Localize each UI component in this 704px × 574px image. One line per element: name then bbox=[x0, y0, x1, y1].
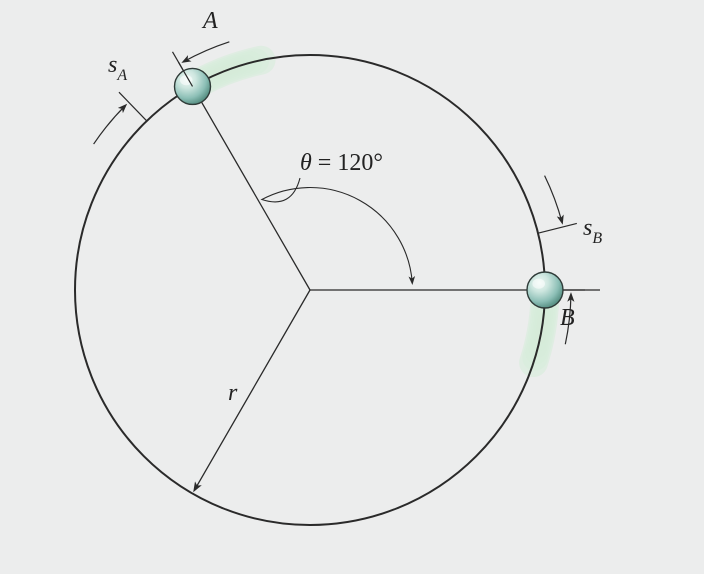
ball-b bbox=[527, 272, 563, 308]
motion-glows bbox=[200, 60, 545, 362]
label-sb-prefix: s bbox=[583, 215, 592, 241]
label-sb: sB bbox=[583, 215, 602, 246]
label-sa-prefix: s bbox=[108, 52, 117, 78]
label-theta-rhs: = 120° bbox=[312, 150, 383, 176]
label-sb-sub: B bbox=[592, 230, 602, 247]
label-theta: θ = 120° bbox=[300, 150, 383, 177]
label-theta-lhs: θ bbox=[300, 150, 312, 176]
spokes bbox=[193, 86, 546, 290]
balls bbox=[175, 68, 564, 308]
diagram-svg bbox=[0, 0, 704, 574]
label-sa-sub: A bbox=[117, 67, 127, 84]
label-b: B bbox=[560, 305, 575, 332]
label-a-text: A bbox=[203, 8, 218, 34]
angle-arc bbox=[262, 178, 412, 283]
label-r-text: r bbox=[228, 380, 237, 406]
label-r: r bbox=[228, 380, 237, 407]
radius-line bbox=[195, 290, 311, 490]
label-sa: sA bbox=[108, 52, 127, 83]
label-b-text: B bbox=[560, 305, 575, 331]
label-a: A bbox=[203, 8, 218, 35]
